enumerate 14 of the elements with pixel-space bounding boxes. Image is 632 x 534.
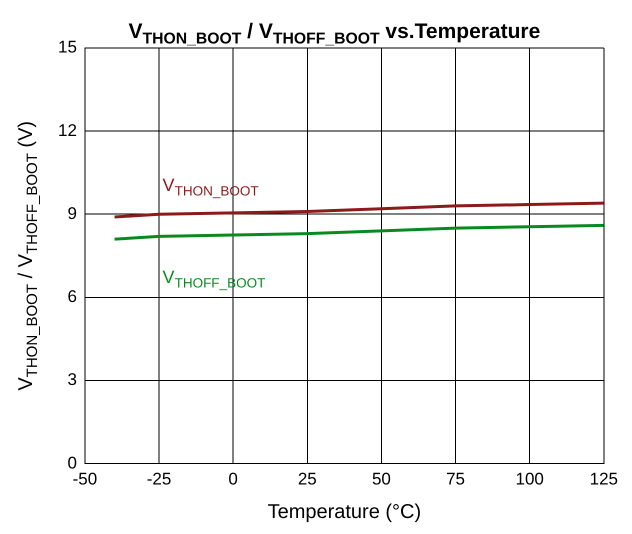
x-tick-label: 0 xyxy=(228,469,238,488)
x-tick-label: 100 xyxy=(516,469,544,488)
y-tick-label: 9 xyxy=(67,204,77,223)
x-tick-label: -25 xyxy=(146,469,172,488)
y-tick-label: 12 xyxy=(58,120,77,140)
x-tick-label: 25 xyxy=(298,469,317,488)
x-tick-label: 125 xyxy=(590,469,618,488)
y-tick-label: 15 xyxy=(58,38,77,57)
y-tick-label: 6 xyxy=(67,287,77,306)
x-tick-label: 75 xyxy=(446,469,466,488)
y-axis-title: VTHON_BOOT / VTHOFF_BOOT (V) xyxy=(15,120,41,391)
x-tick-label: 50 xyxy=(372,469,391,488)
x-axis-title: Temperature (°C) xyxy=(268,501,422,523)
y-tick-label: 3 xyxy=(67,370,77,390)
